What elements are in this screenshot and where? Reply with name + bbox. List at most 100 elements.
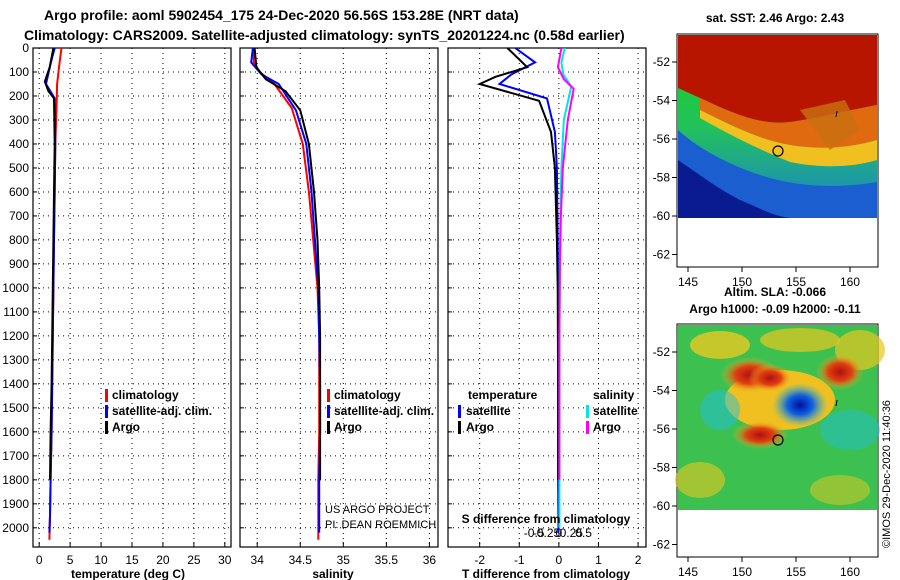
legend-s-satellite: satellite <box>593 404 638 418</box>
x-tick-label: 15 <box>125 553 139 567</box>
depth-tick-label: 1400 <box>2 377 29 391</box>
pi-annotation: PI: DEAN ROEMMICH <box>325 519 436 531</box>
x-tick-label: 30 <box>218 553 232 567</box>
sst-field <box>678 35 877 266</box>
map-x-tick-label: 145 <box>678 565 698 579</box>
map-y-tick-label: -60 <box>653 209 671 223</box>
legend-satellite: satellite-adj. clim. <box>112 404 212 418</box>
x-tick-label: 36 <box>423 553 437 567</box>
legend-swatch-argo <box>105 421 108 434</box>
depth-tick-label: 700 <box>9 209 29 223</box>
series-line-temperature-satellite <box>497 47 560 533</box>
series-line-climatology <box>252 48 321 540</box>
depth-tick-label: 1100 <box>3 305 29 319</box>
sla-field <box>675 325 885 556</box>
legend-climatology: climatology <box>112 388 179 402</box>
legend-t-satellite: satellite <box>466 404 511 418</box>
legend-climatology: climatology <box>334 388 401 402</box>
map-x-tick-label: 150 <box>732 565 752 579</box>
depth-tick-label: 1300 <box>2 353 29 367</box>
depth-tick-label: 0 <box>22 41 29 55</box>
legend-swatch-satellite <box>105 405 108 418</box>
legend-satellite: satellite-adj. clim. <box>334 404 434 418</box>
x-tick-label: 0 <box>36 553 43 567</box>
sst-map-title: sat. SST: 2.46 Argo: 2.43 <box>706 11 845 25</box>
x-tick-label: 1 <box>595 553 602 567</box>
legend-swatch-t-argo <box>458 421 461 434</box>
credit-stamp: ©IMOS 29-Dec-2020 11:40:36 <box>881 400 893 548</box>
legend-temperature-title: temperature <box>468 388 538 402</box>
x2-tick-label: 0 <box>556 526 563 540</box>
s-diff-axis-label: S difference from climatology <box>462 512 631 526</box>
depth-tick-label: 900 <box>9 257 29 271</box>
map-x-tick-label: 160 <box>840 275 860 289</box>
t-diff-axis-label: T difference from climatology <box>462 567 630 580</box>
x2-tick-label: -0.25 <box>533 526 561 540</box>
salinity-axis-label: salinity <box>312 567 354 580</box>
x2-tick-label: 0.5 <box>575 526 592 540</box>
depth-tick-label: 400 <box>9 137 29 151</box>
map-x-tick-label: 155 <box>786 275 806 289</box>
map-x-tick-label: 155 <box>786 565 806 579</box>
argo-location-marker <box>772 434 784 446</box>
island-marker: ı <box>835 397 838 409</box>
series-line-temperature-argo <box>476 47 560 480</box>
series-line-salinity-satellite <box>558 47 573 528</box>
depth-tick-label: 1600 <box>2 425 29 439</box>
difference-legend: temperature satellite Argo salinity sate… <box>458 388 638 434</box>
legend-swatch-t-satellite <box>458 405 461 418</box>
sla-map-subtitle: Argo h1000: -0.09 h2000: -0.11 <box>689 302 861 316</box>
x-tick-label: 20 <box>156 553 170 567</box>
legend-swatch-climatology <box>327 389 330 402</box>
salinity-panel <box>239 47 439 548</box>
sla-map-title: Altim. SLA: -0.066 <box>724 285 826 299</box>
temperature-panel <box>32 47 232 548</box>
legend-swatch-climatology <box>105 389 108 402</box>
map-y-tick-label: -58 <box>653 461 671 475</box>
depth-tick-label: 1800 <box>2 473 29 487</box>
depth-tick-label: 100 <box>9 65 29 79</box>
depth-tick-label: 600 <box>9 185 29 199</box>
map-y-tick-label: -52 <box>653 345 671 359</box>
map-y-tick-label: -54 <box>653 384 671 398</box>
map-y-tick-label: -52 <box>653 55 671 69</box>
temperature-legend: climatology satellite-adj. clim. Argo <box>105 388 212 434</box>
x-tick-label: 25 <box>187 553 201 567</box>
map-y-tick-label: -62 <box>653 538 671 552</box>
x2-tick-label: -0.5 <box>524 526 545 540</box>
legend-swatch-s-argo <box>586 421 589 434</box>
legend-s-argo: Argo <box>593 420 621 434</box>
depth-tick-label: 500 <box>9 161 29 175</box>
sla-map: Altim. SLA: -0.066 Argo h1000: -0.09 h20… <box>653 285 885 579</box>
depth-tick-label: 1000 <box>2 281 29 295</box>
depth-tick-label: 1200 <box>2 329 29 343</box>
x-tick-label: 10 <box>94 553 108 567</box>
x-tick-label: 35 <box>337 553 351 567</box>
depth-tick-label: 2000 <box>2 521 29 535</box>
legend-argo: Argo <box>112 420 140 434</box>
x-tick-label: 5 <box>67 553 74 567</box>
series-line-argo <box>253 47 322 480</box>
map-y-tick-label: -58 <box>653 171 671 185</box>
x2-tick-label: 0.25 <box>560 526 584 540</box>
project-annotation: US ARGO PROJECT <box>325 504 430 516</box>
x-tick-label: -1 <box>514 553 525 567</box>
depth-tick-label: 1900 <box>2 497 29 511</box>
map-y-tick-label: -56 <box>653 132 671 146</box>
map-y-tick-label: -60 <box>653 499 671 513</box>
map-x-tick-label: 150 <box>732 275 752 289</box>
series-line-satellite-adj-clim- <box>250 47 322 533</box>
legend-swatch-satellite <box>327 405 330 418</box>
map-y-tick-label: -62 <box>653 248 671 262</box>
sst-map: sat. SST: 2.46 Argo: 2.43 ı -52 -54 -56 -58… <box>653 11 879 289</box>
argo-location-marker <box>772 145 784 157</box>
series-line-salinity-argo <box>556 47 575 480</box>
header-line1: Argo profile: aoml 5902454_175 24-Dec-20… <box>44 7 519 23</box>
depth-tick-label: 200 <box>9 89 29 103</box>
header-line2: Climatology: CARS2009. Satellite-adjuste… <box>24 27 625 43</box>
map-x-tick-label: 160 <box>840 565 860 579</box>
legend-swatch-argo <box>327 421 330 434</box>
legend-salinity-title: salinity <box>593 388 635 402</box>
x-tick-label: 34.5 <box>289 553 313 567</box>
depth-tick-label: 300 <box>9 113 29 127</box>
